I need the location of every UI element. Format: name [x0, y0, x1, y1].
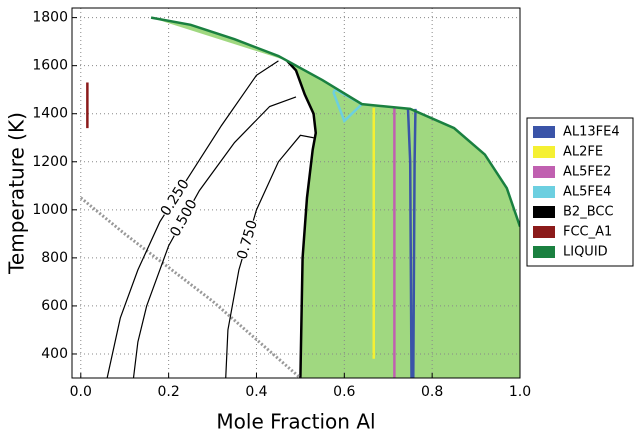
legend-label: AL13FE4	[563, 125, 620, 140]
y-axis-label: Temperature (K)	[5, 112, 29, 275]
contour-label-bg	[167, 196, 201, 240]
x-tick-label: 0.8	[421, 384, 443, 400]
contour-label-bg	[234, 218, 261, 262]
legend-swatch	[533, 126, 555, 138]
y-tick-label: 1800	[32, 10, 68, 26]
legend-label: FCC_A1	[563, 225, 612, 240]
x-tick-label: 0.6	[333, 384, 355, 400]
region-fill	[151, 17, 520, 378]
contour-line	[225, 134, 314, 378]
contour-label-bg	[157, 176, 193, 219]
y-tick-label: 400	[41, 346, 68, 362]
y-tick-label: 1000	[32, 202, 68, 218]
y-tick-label: 1200	[32, 154, 68, 170]
plot-frame	[71, 7, 521, 379]
legend-swatch	[533, 186, 555, 198]
x-tick-label: 1.0	[509, 384, 531, 400]
x-tick-label: 0.2	[157, 384, 179, 400]
x-tick-label: 0.4	[245, 384, 267, 400]
legend-swatch	[533, 206, 555, 218]
legend-label: B2_BCC	[563, 205, 614, 220]
legend-label: LIQUID	[563, 245, 608, 260]
y-tick-label: 1600	[32, 58, 68, 74]
phase-line	[286, 60, 318, 378]
legend-label: AL2FE	[563, 145, 603, 160]
phase-line	[406, 108, 417, 378]
x-tick-label: 0.0	[70, 384, 92, 400]
legend-swatch	[533, 146, 555, 158]
y-tick-label: 1400	[32, 106, 68, 122]
legend-swatch	[533, 166, 555, 178]
x-axis-label: Mole Fraction Al	[216, 410, 375, 434]
y-tick-label: 600	[41, 298, 68, 314]
phase-line	[150, 16, 520, 228]
legend-swatch	[533, 226, 555, 238]
legend-label: AL5FE2	[563, 165, 611, 180]
y-tick-label: 800	[41, 250, 68, 266]
legend-swatch	[533, 246, 555, 258]
legend-label: AL5FE4	[563, 185, 611, 200]
